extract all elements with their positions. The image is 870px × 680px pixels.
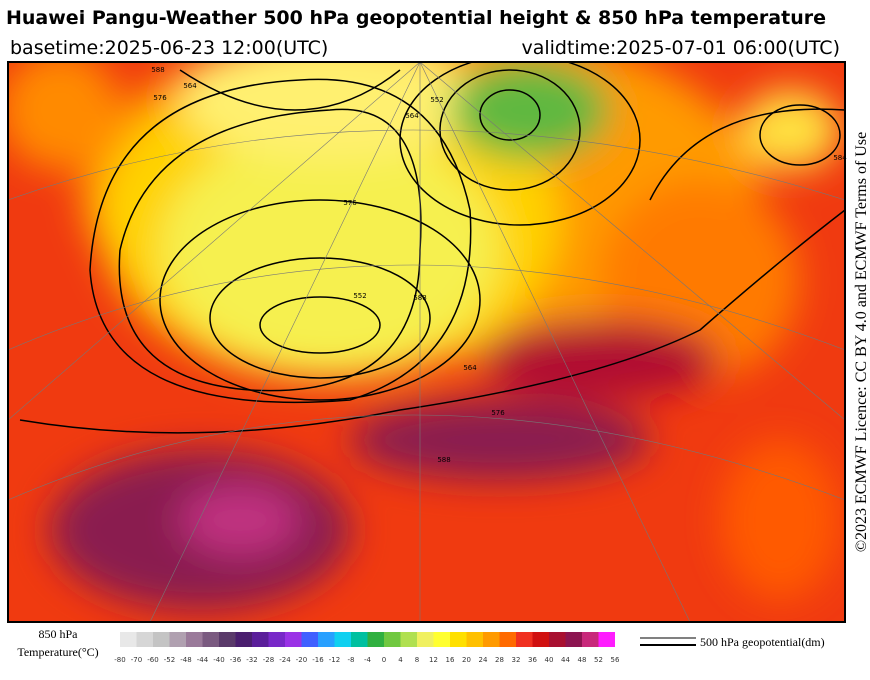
colorbar-tick-label: 32 xyxy=(512,656,521,664)
colorbar-tick-label: -8 xyxy=(348,656,355,664)
colorbar-swatch xyxy=(367,632,384,647)
contour-label: 552 xyxy=(430,96,443,104)
colorbar-swatch xyxy=(433,632,450,647)
colorbar-tick-label: -16 xyxy=(312,656,324,664)
contour-label: 588 xyxy=(151,66,164,74)
colorbar-swatch xyxy=(169,632,186,647)
colorbar-tick-label: 52 xyxy=(594,656,603,664)
legend-label: Temperature(°C) xyxy=(17,645,98,659)
colorbar-swatch xyxy=(532,632,549,647)
colorbar-tick-label: -4 xyxy=(364,656,372,664)
contour-label: 576 xyxy=(343,199,357,207)
colorbar-swatch xyxy=(549,632,566,647)
colorbar-tick-label: -32 xyxy=(246,656,257,664)
credit: ©2023 ECMWF Licence: CC BY 4.0 and ECMWF… xyxy=(853,132,870,552)
colorbar-tick-label: 28 xyxy=(495,656,504,664)
colorbar-tick-label: -40 xyxy=(213,656,224,664)
basetime: basetime:2025-06-23 12:00(UTC) xyxy=(10,37,328,59)
colorbar-swatch xyxy=(384,632,401,647)
colorbar-tick-label: 12 xyxy=(429,656,438,664)
colorbar-tick-label: -52 xyxy=(164,656,175,664)
colorbar-swatch xyxy=(582,632,599,647)
colorbar-swatch xyxy=(516,632,533,647)
colorbar-swatch xyxy=(318,632,335,647)
legend-label: 850 hPa xyxy=(39,627,79,641)
colorbar-tick-label: 24 xyxy=(479,656,488,664)
colorbar-tick-label: 0 xyxy=(382,656,386,664)
contour-labels: 588 576 564 552 588 576 564 552 576 564 588 584 xyxy=(151,66,847,464)
colorbar-tick-label: 56 xyxy=(611,656,620,664)
colorbar-swatch xyxy=(120,632,137,647)
colorbar-swatch xyxy=(334,632,351,647)
colorbar-swatch xyxy=(483,632,500,647)
colorbar-swatch xyxy=(186,632,203,647)
contour-label: 552 xyxy=(353,292,366,300)
colorbar-tick-label: -48 xyxy=(180,656,191,664)
colorbar-tick-label: 36 xyxy=(528,656,537,664)
colorbar-swatch xyxy=(598,632,615,647)
colorbar-swatch xyxy=(499,632,516,647)
colorbar-swatch xyxy=(252,632,269,647)
contour-label: 564 xyxy=(183,82,197,90)
colorbar-swatch xyxy=(417,632,434,647)
colorbar-tick-label: 16 xyxy=(446,656,455,664)
colorbar-swatch xyxy=(450,632,467,647)
colorbar-tick-label: -60 xyxy=(147,656,158,664)
colorbar-tick-label: -12 xyxy=(329,656,340,664)
colorbar-swatch xyxy=(351,632,368,647)
contour-label: 588 xyxy=(437,456,450,464)
map xyxy=(8,62,845,622)
colorbar-tick-label: -24 xyxy=(279,656,291,664)
colorbar-swatch xyxy=(202,632,219,647)
colorbar-tick-label: 4 xyxy=(398,656,403,664)
colorbar-swatch xyxy=(301,632,318,647)
validtime: validtime:2025-07-01 06:00(UTC) xyxy=(521,37,840,59)
colorbar-swatch xyxy=(400,632,417,647)
colorbar-swatch xyxy=(466,632,483,647)
colorbar-tick-label: 48 xyxy=(578,656,587,664)
contour-label: 584 xyxy=(833,154,847,162)
colorbar-tick-label: 20 xyxy=(462,656,471,664)
contour-label: 564 xyxy=(405,112,419,120)
colorbar-tick-label: 8 xyxy=(415,656,419,664)
colorbar-tick-label: 44 xyxy=(561,656,570,664)
colorbar-tick-label: -36 xyxy=(230,656,242,664)
colorbar-swatch xyxy=(153,632,170,647)
colorbar-tick-label: -80 xyxy=(114,656,125,664)
colorbar-tick-label: -44 xyxy=(197,656,209,664)
colorbar-tick-label: -28 xyxy=(263,656,274,664)
colorbar-tick-label: -70 xyxy=(131,656,142,664)
colorbar-swatch xyxy=(565,632,582,647)
title: Huawei Pangu-Weather 500 hPa geopotentia… xyxy=(6,7,826,29)
colorbar-swatch xyxy=(268,632,285,647)
contour-legend-label: 500 hPa geopotential(dm) xyxy=(700,635,825,649)
colorbar-tick-label: 40 xyxy=(545,656,554,664)
colorbar-tick-label: -20 xyxy=(296,656,307,664)
contour-label: 576 xyxy=(153,94,167,102)
contour-label: 564 xyxy=(463,364,477,372)
colorbar-swatch xyxy=(235,632,252,647)
colorbar-swatch xyxy=(136,632,153,647)
colorbar: -80 -70 -60 -52 -48 -44 -40 -36 -32 -28 -24 -20 -16-… xyxy=(114,632,620,664)
colorbar-swatch xyxy=(285,632,302,647)
contour-label: 576 xyxy=(491,409,505,417)
map-frame xyxy=(7,61,846,623)
colorbar-swatch xyxy=(219,632,236,647)
contour-label: 588 xyxy=(413,294,426,302)
